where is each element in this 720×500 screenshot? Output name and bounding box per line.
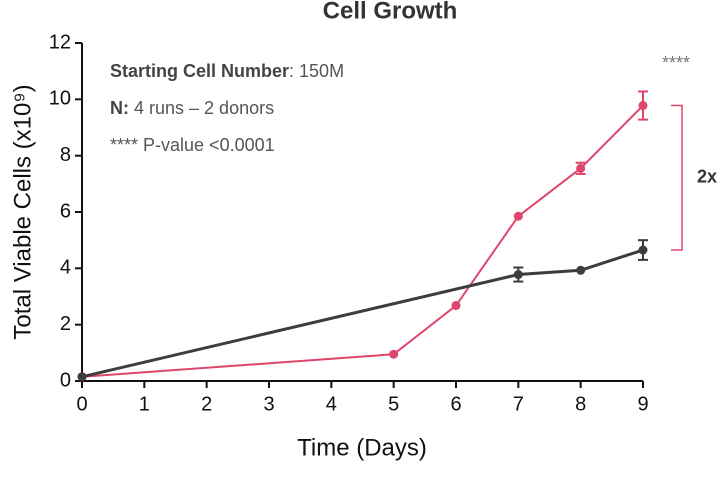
x-tick-label: 2: [201, 393, 212, 415]
x-tick-label: 3: [263, 393, 274, 415]
x-tick-label: 1: [139, 393, 150, 415]
y-tick-label: 6: [60, 200, 71, 222]
x-tick-label: 5: [388, 393, 399, 415]
annotation-bold: N:: [110, 98, 129, 118]
y-tick-label: 8: [60, 144, 71, 166]
significance-stars: ****: [662, 53, 690, 73]
series-line: [81, 248, 644, 379]
data-point: [513, 211, 523, 221]
x-tick-label: 7: [513, 393, 524, 415]
x-tick-label: 4: [326, 393, 337, 415]
x-tick-label: 6: [450, 393, 461, 415]
x-axis-label: Time (Days): [297, 434, 427, 461]
fold-label: 2x: [697, 167, 717, 187]
y-tick-label: 10: [49, 88, 71, 110]
y-tick-label: 0: [60, 369, 71, 391]
x-tick-label: 9: [637, 393, 648, 415]
y-axis-label: Total Viable Cells (x10⁹): [9, 84, 36, 339]
chart-title: Cell Growth: [323, 0, 458, 24]
data-point: [389, 349, 399, 359]
data-point: [451, 301, 461, 311]
annotation-text: : 150M: [289, 61, 344, 81]
significance-bracket: [671, 104, 683, 251]
data-point: [513, 270, 523, 280]
y-tick-label: 2: [60, 313, 71, 335]
x-tick-label: 8: [575, 393, 586, 415]
series-line: [81, 104, 644, 378]
annotation-text: **** P-value <0.0001: [110, 135, 275, 155]
annotation: N: 4 runs – 2 donors: [110, 98, 274, 118]
annotation: Starting Cell Number: 150M: [110, 61, 344, 81]
annotation-bold: Starting Cell Number: [110, 61, 289, 81]
y-tick-label: 12: [49, 31, 71, 53]
data-point: [576, 163, 586, 173]
data-point: [77, 372, 87, 382]
annotation-text: 4 runs – 2 donors: [129, 98, 274, 118]
x-tick-label: 0: [76, 393, 87, 415]
annotation: **** P-value <0.0001: [110, 135, 275, 155]
data-point: [638, 245, 648, 255]
data-point: [576, 265, 586, 275]
y-tick-label: 4: [60, 257, 71, 279]
data-point: [638, 101, 648, 111]
